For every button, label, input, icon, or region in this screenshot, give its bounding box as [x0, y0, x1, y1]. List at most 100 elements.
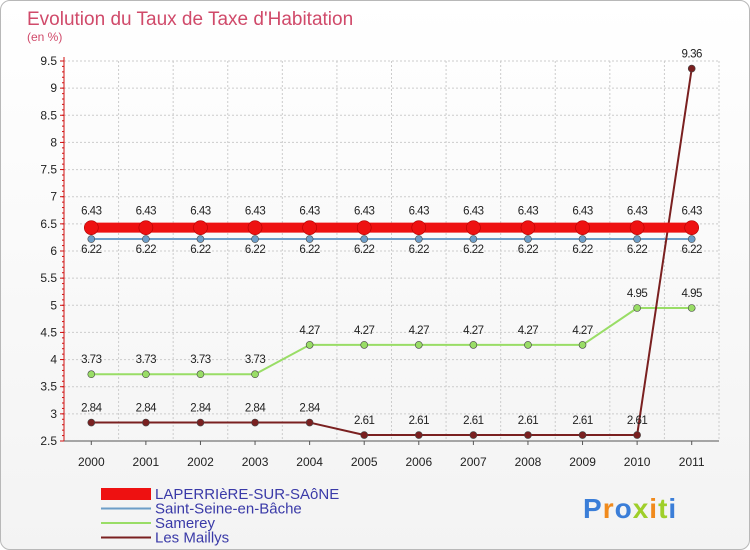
data-point: [196, 418, 205, 427]
data-label: 2.61: [463, 415, 483, 427]
data-label: 2.84: [245, 403, 266, 415]
legend-label: Saint-Seine-en-Bâche: [155, 501, 302, 518]
x-tick-label: 2001: [133, 455, 160, 469]
data-point: [411, 220, 427, 235]
data-label: 2.84: [190, 403, 211, 415]
data-point: [360, 235, 369, 243]
x-tick-label: 2004: [296, 455, 323, 469]
data-label: 4.95: [682, 288, 702, 300]
data-point: [578, 235, 587, 243]
data-point: [629, 220, 645, 235]
data-label: 6.43: [627, 206, 647, 218]
y-tick-label: 9.5: [40, 54, 57, 68]
data-label: 6.22: [299, 244, 319, 256]
data-point: [520, 220, 536, 235]
data-label: 6.43: [136, 206, 156, 218]
data-label: 6.22: [409, 244, 429, 256]
y-tick-label: 8: [50, 135, 57, 149]
data-point: [251, 418, 259, 427]
data-point: [575, 220, 590, 235]
data-label: 6.22: [627, 244, 647, 256]
y-tick-label: 3.5: [40, 380, 57, 394]
data-point: [87, 235, 96, 243]
data-label: 6.22: [682, 244, 702, 256]
y-tick-label: 4.5: [40, 325, 57, 339]
data-point: [414, 431, 423, 439]
data-point: [578, 431, 587, 439]
data-point: [524, 431, 532, 439]
data-point: [684, 220, 700, 235]
data-label: 6.22: [572, 244, 592, 256]
x-tick-label: 2011: [679, 455, 705, 469]
series-layer: [83, 64, 700, 439]
data-label: 2.61: [572, 415, 592, 427]
data-point: [633, 235, 641, 243]
chart-title: Evolution du Taux de Taxe d'Habitation: [27, 9, 353, 30]
data-point: [469, 235, 478, 243]
series-line-3: [91, 68, 693, 437]
data-point: [251, 370, 259, 379]
data-label: 6.43: [409, 206, 429, 218]
data-label: 6.22: [518, 244, 538, 256]
data-label: 4.27: [463, 325, 483, 337]
x-tick-label: 2003: [242, 455, 269, 469]
data-point: [142, 235, 150, 243]
data-point: [196, 370, 205, 379]
data-label: 9.36: [682, 49, 702, 61]
y-tick-label: 8.5: [40, 108, 57, 122]
data-point: [524, 235, 532, 243]
brand-logo: Proxiti: [583, 493, 677, 524]
data-label: 4.27: [299, 325, 319, 337]
data-label: 2.84: [136, 403, 157, 415]
data-label: 6.43: [299, 206, 319, 218]
series-line-2: [91, 307, 692, 376]
y-tick-label: 7: [50, 190, 57, 204]
data-label: 6.22: [354, 244, 374, 256]
data-point: [142, 370, 150, 379]
data-point: [305, 418, 314, 427]
data-label: 3.73: [245, 354, 265, 366]
x-tick-label: 2007: [460, 455, 487, 469]
y-tick-label: 3: [50, 407, 57, 421]
y-tick-label: 9: [50, 81, 57, 95]
data-point: [138, 220, 154, 235]
data-label: 4.27: [409, 325, 429, 337]
x-tick-label: 2002: [187, 455, 214, 469]
data-labels: 6.22 6.22 6.22 6.22 6.22 6.22 6.22 6.22 6.22 6.22…: [81, 49, 702, 427]
legend: LAPERRIèRE-SUR-SAôNESaint-Seine-en-Bâche…: [101, 486, 339, 547]
data-point: [466, 220, 481, 235]
data-label: 3.73: [81, 354, 101, 366]
legend-label: Samerey: [155, 515, 216, 532]
data-point: [305, 235, 314, 243]
data-label: 6.43: [190, 206, 210, 218]
y-tick-label: 5.5: [40, 271, 57, 285]
data-label: 4.27: [354, 325, 374, 337]
data-point: [87, 370, 96, 379]
data-label: 4.27: [518, 325, 538, 337]
grid: [63, 60, 720, 442]
data-label: 2.61: [409, 415, 429, 427]
data-label: 6.43: [354, 206, 374, 218]
data-point: [247, 220, 263, 235]
data-label: 2.84: [81, 403, 102, 415]
data-point: [83, 220, 99, 235]
data-label: 6.43: [518, 206, 538, 218]
data-point: [360, 341, 369, 349]
data-point: [414, 341, 423, 349]
data-label: 2.61: [354, 415, 374, 427]
data-point: [193, 220, 208, 235]
data-point: [305, 341, 314, 349]
data-label: 3.73: [136, 354, 156, 366]
data-label: 2.61: [627, 415, 647, 427]
y-tick-label: 6: [50, 244, 57, 258]
y-tick-label: 7.5: [40, 163, 57, 177]
data-label: 6.22: [245, 244, 265, 256]
data-point: [469, 431, 478, 439]
data-point: [578, 341, 587, 349]
data-point: [360, 431, 369, 439]
data-point: [524, 341, 532, 349]
data-point: [196, 235, 205, 243]
x-tick-label: 2000: [78, 455, 105, 469]
